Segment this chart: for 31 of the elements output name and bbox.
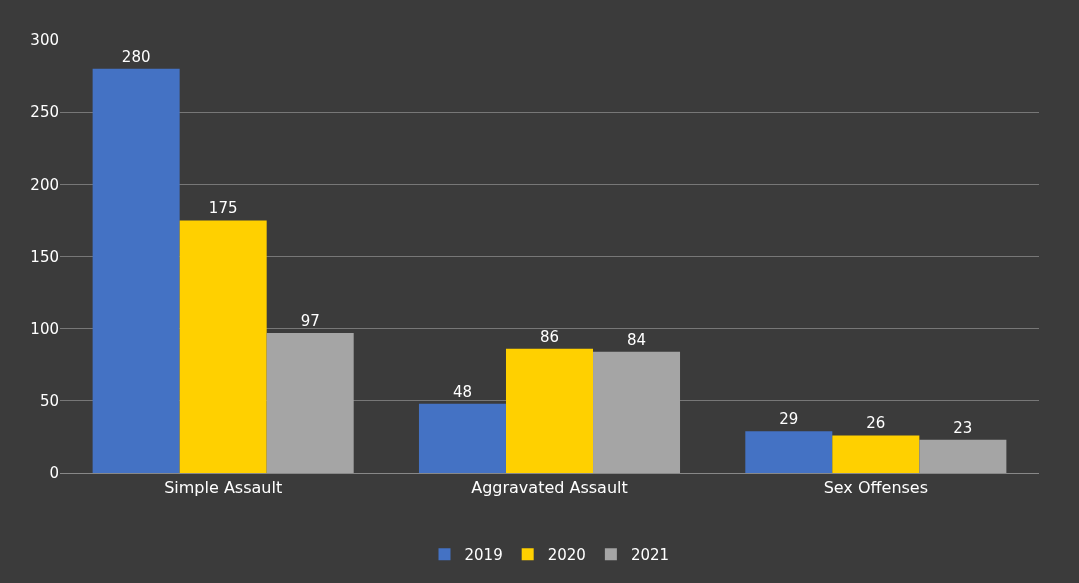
data-label: 86 bbox=[539, 327, 560, 346]
x-tick-label: Simple Assault bbox=[164, 478, 283, 498]
data-label: 23 bbox=[953, 418, 973, 437]
bar bbox=[179, 220, 267, 473]
y-tick-label: 250 bbox=[30, 103, 59, 122]
data-label: 175 bbox=[208, 199, 238, 218]
bar bbox=[832, 435, 920, 473]
data-label: 48 bbox=[452, 382, 473, 401]
bar bbox=[418, 403, 506, 473]
bar bbox=[266, 333, 354, 473]
y-tick-label: 50 bbox=[39, 392, 59, 411]
legend-label: 2021 bbox=[630, 546, 670, 565]
y-tick-label: 100 bbox=[30, 319, 59, 338]
data-label: 26 bbox=[866, 414, 886, 433]
y-tick-label: 0 bbox=[49, 464, 59, 483]
data-label: 84 bbox=[626, 330, 647, 349]
bar bbox=[505, 348, 594, 473]
data-label: 97 bbox=[300, 312, 320, 330]
legend-label: 2019 bbox=[464, 546, 503, 565]
y-tick-label: 300 bbox=[30, 31, 59, 50]
y-tick-label: 200 bbox=[30, 175, 59, 194]
bar bbox=[745, 431, 833, 473]
data-label: 280 bbox=[121, 47, 151, 66]
bar bbox=[919, 439, 1007, 473]
legend-label: 2020 bbox=[547, 546, 586, 565]
bar bbox=[92, 68, 180, 473]
bar bbox=[593, 351, 681, 473]
x-tick-label: Aggravated Assault bbox=[471, 478, 628, 498]
x-tick-label: Sex Offenses bbox=[823, 478, 929, 498]
data-label: 29 bbox=[779, 410, 799, 429]
y-tick-label: 150 bbox=[30, 247, 59, 266]
